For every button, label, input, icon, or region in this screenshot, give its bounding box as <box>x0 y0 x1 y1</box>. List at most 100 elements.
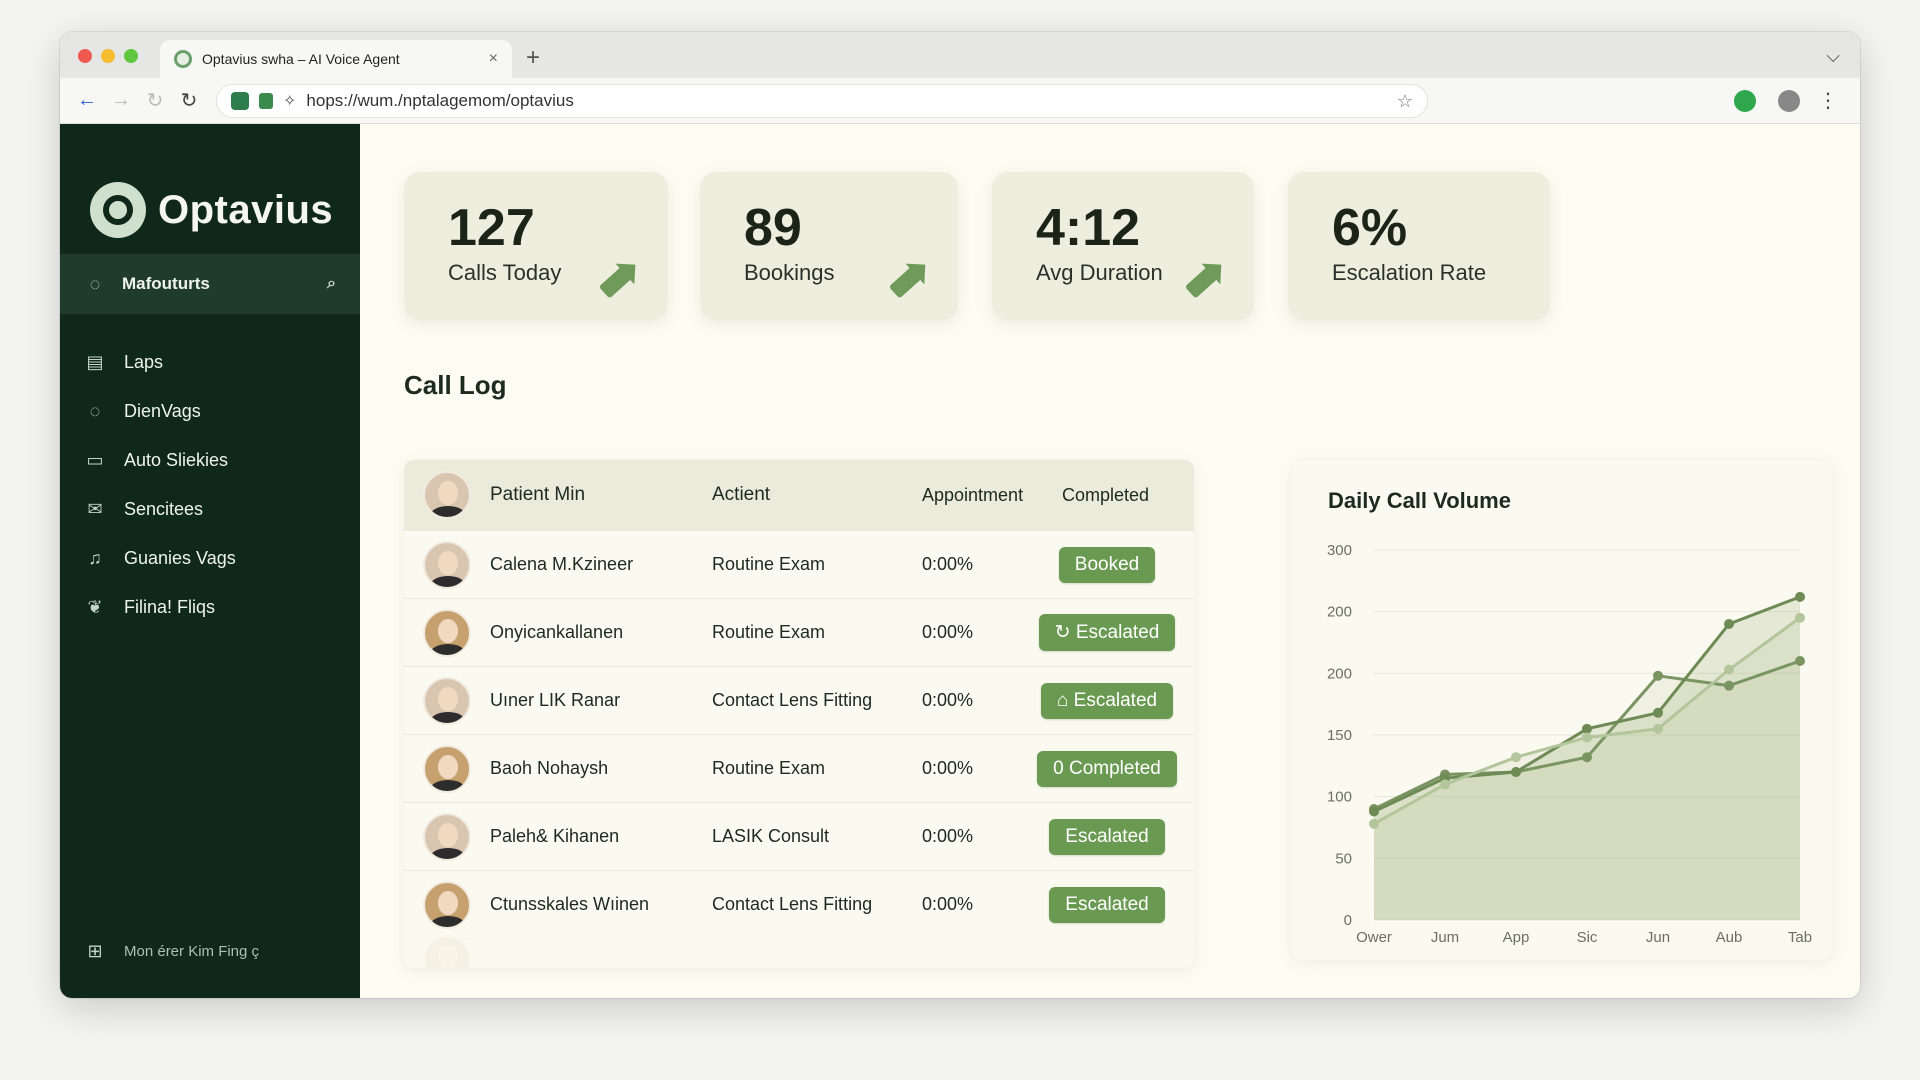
back-button[interactable]: ← <box>77 89 97 111</box>
sidebar-item-label: Laps <box>124 352 164 372</box>
grid-icon: ⊞ <box>87 941 103 961</box>
address-bar[interactable]: ✧ hops://wum./nptalagemom/optavius ☆ <box>216 84 1428 118</box>
call-log-title: Call Log <box>404 370 507 400</box>
check-icon: 0 <box>1053 757 1064 779</box>
status-badge[interactable]: 0 Completed <box>1037 750 1177 787</box>
maximize-window-button[interactable] <box>124 49 138 63</box>
brand[interactable]: Optavius <box>60 124 360 254</box>
series-area <box>1374 617 1800 920</box>
data-point <box>1369 806 1379 817</box>
stat-card-bookings[interactable]: 89 Bookings <box>700 172 958 320</box>
sidebar-item-dienvags[interactable]: ◌ DienVags <box>60 387 360 436</box>
stat-value: 127 <box>448 199 535 257</box>
table-row[interactable]: Calena M.Kzineer Routine Exam 0:00% Book… <box>404 530 1194 598</box>
avatar <box>423 934 471 968</box>
browser-tab[interactable]: Optavius swha – AI Voice Agent × <box>160 40 512 78</box>
data-point <box>1440 779 1450 790</box>
new-tab-button[interactable]: + <box>526 44 541 71</box>
avatar <box>423 540 471 589</box>
sidebar-item-label: Guanies Vags <box>124 548 236 568</box>
data-point <box>1369 818 1379 829</box>
sidebar-item-label: Auto Sliekies <box>124 450 229 470</box>
column-header-appointment[interactable]: Appointment <box>922 484 1024 505</box>
window-controls <box>78 49 138 63</box>
table-row-faded <box>404 934 1194 968</box>
sidebar-item-auto-sliekies[interactable]: ▭ Auto Sliekies <box>60 436 360 485</box>
sidebar-footer[interactable]: ⊞ Mon érer Kim Fing ç <box>84 941 259 962</box>
table-row[interactable]: Ctunsskales Wıinen Contact Lens Fitting … <box>404 870 1194 938</box>
y-tick-label: 300 <box>1327 542 1352 559</box>
line-chart: 0 50 100 150 200 200 300 Ower Jum App Sic Jun Aub Tab… <box>1327 542 1812 946</box>
trend-up-icon <box>598 265 634 299</box>
sidebar-item-sencitees[interactable]: ✉ Sencitees <box>60 485 360 534</box>
table-row[interactable]: Baoh Nohaysh Routine Exam 0:00% 0 Comple… <box>404 734 1194 802</box>
stat-card-calls[interactable]: 127 Calls Today <box>404 172 668 320</box>
avatar <box>423 676 471 725</box>
tune-icon[interactable]: ✧ <box>283 93 297 110</box>
bookmark-star-icon[interactable]: ☆ <box>1396 90 1413 111</box>
call-log-table: Patient Min Actient Appointment Complete… <box>404 460 1194 968</box>
extension-profile-icon[interactable] <box>1778 90 1800 112</box>
extension-grammar-icon[interactable] <box>1734 90 1756 112</box>
minimize-window-button[interactable] <box>101 49 115 63</box>
data-point <box>1582 723 1592 734</box>
data-point <box>1511 767 1521 777</box>
data-point <box>1511 752 1521 763</box>
close-window-button[interactable] <box>78 49 92 63</box>
brand-name: Optavius <box>158 187 334 232</box>
tab-close-icon[interactable]: × <box>488 50 498 67</box>
data-point <box>1795 656 1805 666</box>
status-badge[interactable]: Escalated <box>1049 818 1165 855</box>
sidebar-item-filina-fliqs[interactable]: ❦ Filina! Fliqs <box>60 583 360 632</box>
status-badge[interactable]: ↻ Escalated <box>1038 614 1176 651</box>
x-tick-label: Sic <box>1577 929 1598 946</box>
status-badge[interactable]: ⌂ Escalated <box>1040 682 1174 719</box>
url-text[interactable]: hops://wum./nptalagemom/optavius <box>306 91 574 110</box>
avatar <box>423 608 471 657</box>
stat-card-escalation[interactable]: 6% Escalation Rate <box>1288 172 1550 320</box>
table-header: Patient Min Actient Appointment Complete… <box>404 460 1194 530</box>
x-tick-label: App <box>1503 929 1530 946</box>
list-icon: ▤ <box>86 352 104 372</box>
table-row[interactable]: Onyicankallanen Routine Exam 0:00% ↻ Esc… <box>404 598 1194 666</box>
chevron-down-icon[interactable]: ⌵ <box>1826 46 1840 66</box>
call-value: 0:00% <box>922 554 974 574</box>
reload-alt-icon[interactable]: ↻ <box>146 90 164 112</box>
forward-button[interactable]: → <box>111 89 131 111</box>
stat-card-avg-duration[interactable]: 4:12 Avg Duration <box>992 172 1254 320</box>
sidebar-search[interactable]: ◌ Mafouturts ⌕ <box>60 254 360 314</box>
chat-icon: ◌ <box>89 401 101 421</box>
trend-up-icon <box>1184 265 1220 299</box>
sidebar-item-guanies-vags[interactable]: ♫ Guanies Vags <box>60 534 360 583</box>
data-point <box>1724 619 1734 629</box>
main-content: 127 Calls Today 89 Bookings 4:12 Avg Dur… <box>360 124 1860 998</box>
call-action: Routine Exam <box>712 622 826 642</box>
browser-window: Optavius swha – AI Voice Agent × + ⌵ ← →… <box>60 32 1860 998</box>
sidebar-item-label: Sencitees <box>124 499 204 519</box>
series-area <box>1374 661 1800 920</box>
data-point <box>1582 752 1592 763</box>
search-icon[interactable]: ⌕ <box>327 275 336 292</box>
avatar <box>423 471 471 519</box>
data-point <box>1724 680 1734 691</box>
reload-button[interactable]: ↻ <box>180 90 198 112</box>
headset-icon: ⌂ <box>1056 689 1069 711</box>
data-point <box>1653 707 1663 718</box>
sidebar-item-laps[interactable]: ▤ Laps <box>60 338 360 387</box>
y-tick-label: 0 <box>1344 912 1352 929</box>
stat-label: Avg Duration <box>1036 260 1163 285</box>
status-badge[interactable]: Booked <box>1058 546 1156 583</box>
browser-menu-icon[interactable]: ⋮ <box>1818 90 1838 112</box>
table-row[interactable]: Paleh& Kihanen LASIK Consult 0:00% Escal… <box>404 802 1194 870</box>
data-point <box>1724 664 1734 675</box>
column-header-action[interactable]: Actient <box>712 484 771 505</box>
status-badge[interactable]: Escalated <box>1049 886 1165 923</box>
avatar <box>423 744 471 793</box>
call-action: LASIK Consult <box>712 826 830 846</box>
bell-icon: ♫ <box>88 548 102 568</box>
browser-toolbar: ← → ↻ ↻ ✧ hops://wum./nptalagemom/optavi… <box>60 78 1860 124</box>
x-tick-label: Tab <box>1788 929 1812 946</box>
column-header-patient[interactable]: Patient Min <box>490 484 586 505</box>
column-header-completed[interactable]: Completed <box>1062 484 1150 505</box>
table-row[interactable]: Uıner LIK Ranar Contact Lens Fitting 0:0… <box>404 666 1194 734</box>
